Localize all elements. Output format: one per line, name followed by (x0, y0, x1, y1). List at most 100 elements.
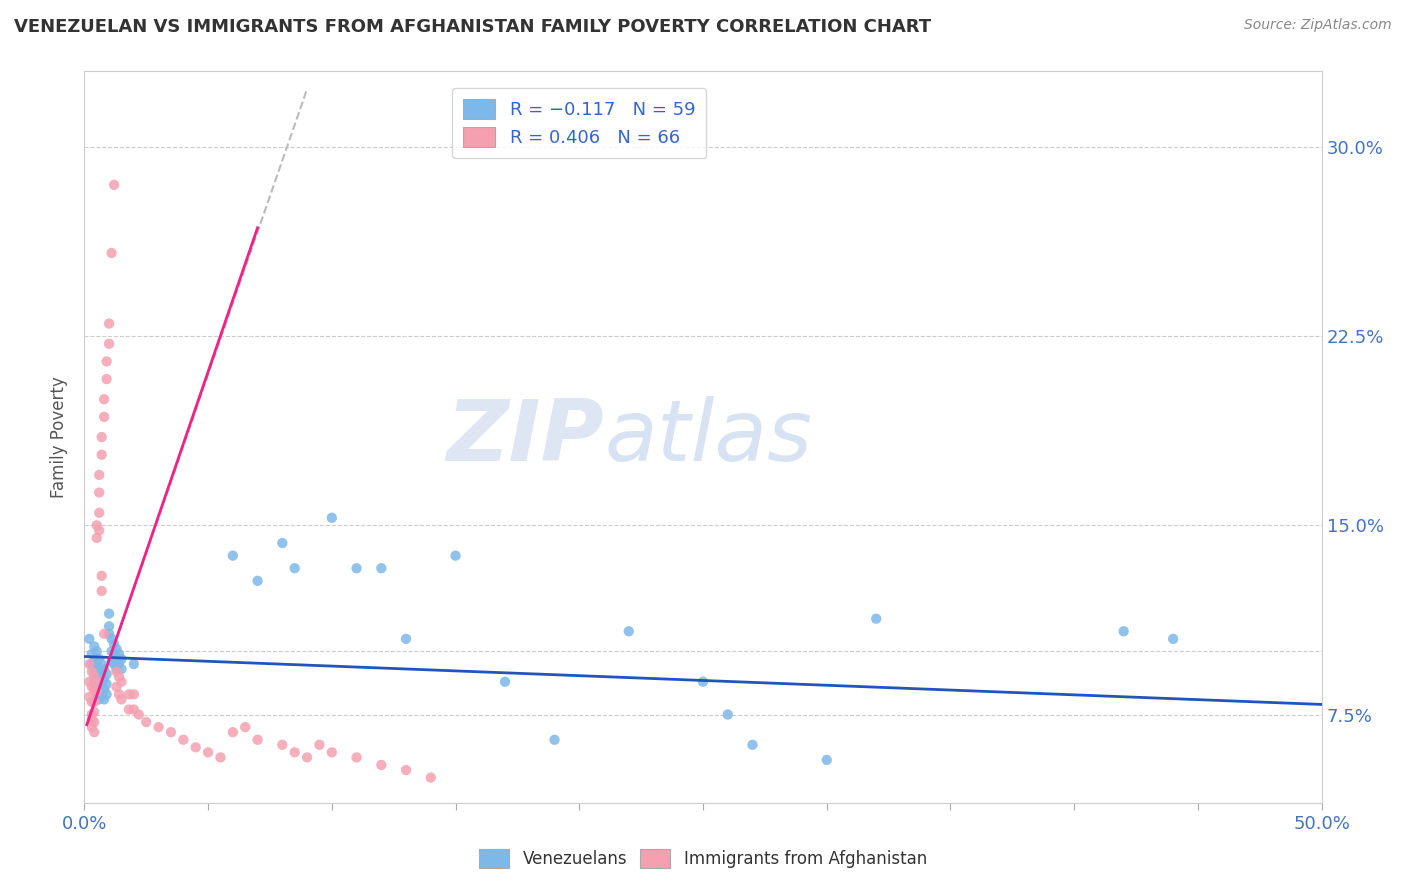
Point (96, 667, 118, 681)
Point (79, 657, 101, 671)
Point (89, 662, 111, 676)
Point (90, 667, 112, 681)
Point (86, 687, 108, 701)
Point (172, 732, 194, 747)
Point (110, 692, 132, 706)
Point (83, 670, 105, 684)
Point (90, 569, 112, 583)
Point (692, 674, 714, 689)
Point (83, 640, 105, 654)
Point (83, 655, 105, 669)
Point (321, 510, 343, 524)
Point (118, 687, 141, 701)
Text: ZIP: ZIP (446, 395, 605, 479)
Point (90, 677, 112, 691)
Point (93, 392, 115, 407)
Point (79, 632, 101, 646)
Point (160, 725, 183, 739)
Point (271, 536, 294, 550)
Point (128, 707, 150, 722)
Point (308, 738, 330, 752)
Point (96, 372, 118, 386)
Point (83, 682, 105, 697)
Point (80, 657, 103, 671)
Point (79, 690, 101, 704)
Point (105, 680, 128, 694)
Point (90, 657, 112, 671)
Point (148, 720, 170, 734)
Y-axis label: Family Poverty: Family Poverty (51, 376, 69, 498)
Text: Source: ZipAtlas.com: Source: ZipAtlas.com (1244, 18, 1392, 32)
Point (209, 750, 232, 764)
Point (89, 682, 111, 697)
Point (494, 674, 516, 689)
Point (86, 667, 108, 681)
Point (96, 354, 118, 368)
Point (321, 745, 343, 759)
Point (105, 665, 128, 679)
Point (233, 720, 256, 734)
Point (222, 549, 245, 563)
Point (86, 677, 108, 691)
Point (395, 763, 418, 777)
Point (108, 687, 131, 701)
Point (370, 758, 392, 772)
Point (90, 430, 112, 444)
Point (370, 561, 392, 575)
Point (617, 624, 640, 639)
Text: VENEZUELAN VS IMMIGRANTS FROM AFGHANISTAN FAMILY POVERTY CORRELATION CHART: VENEZUELAN VS IMMIGRANTS FROM AFGHANISTA… (14, 18, 931, 36)
Point (90, 687, 112, 701)
Point (295, 750, 318, 764)
Point (108, 670, 131, 684)
Point (108, 657, 131, 671)
Point (395, 632, 418, 646)
Point (89, 652, 111, 666)
Point (135, 715, 157, 730)
Point (246, 574, 269, 588)
Point (108, 647, 131, 661)
Point (93, 682, 115, 697)
Point (93, 692, 115, 706)
Point (80, 720, 103, 734)
Legend: Venezuelans, Immigrants from Afghanistan: Venezuelans, Immigrants from Afghanistan (472, 842, 934, 875)
Point (105, 662, 128, 676)
Point (89, 524, 111, 538)
Point (103, 647, 125, 661)
Point (86, 674, 108, 689)
Point (122, 702, 145, 716)
Point (80, 647, 103, 661)
Point (1161, 632, 1184, 646)
Point (122, 687, 145, 701)
Point (741, 738, 763, 752)
Point (118, 702, 141, 716)
Point (110, 674, 132, 689)
Point (1112, 624, 1135, 639)
Point (93, 627, 115, 641)
Point (105, 642, 128, 657)
Point (80, 680, 103, 694)
Point (98, 607, 121, 621)
Point (83, 725, 105, 739)
Point (246, 732, 269, 747)
Point (83, 705, 105, 719)
Text: atlas: atlas (605, 395, 813, 479)
Point (80, 665, 103, 679)
Point (80, 707, 103, 722)
Point (98, 619, 121, 633)
Point (96, 687, 118, 701)
Legend: R = −0.117   N = 59, R = 0.406   N = 66: R = −0.117 N = 59, R = 0.406 N = 66 (453, 87, 706, 158)
Point (197, 745, 219, 759)
Point (86, 531, 108, 545)
Point (86, 685, 108, 699)
Point (89, 692, 111, 706)
Point (89, 485, 111, 500)
Point (90, 448, 112, 462)
Point (83, 715, 105, 730)
Point (89, 506, 111, 520)
Point (98, 627, 121, 641)
Point (284, 745, 307, 759)
Point (543, 732, 565, 747)
Point (103, 178, 125, 192)
Point (419, 771, 441, 785)
Point (80, 695, 103, 709)
